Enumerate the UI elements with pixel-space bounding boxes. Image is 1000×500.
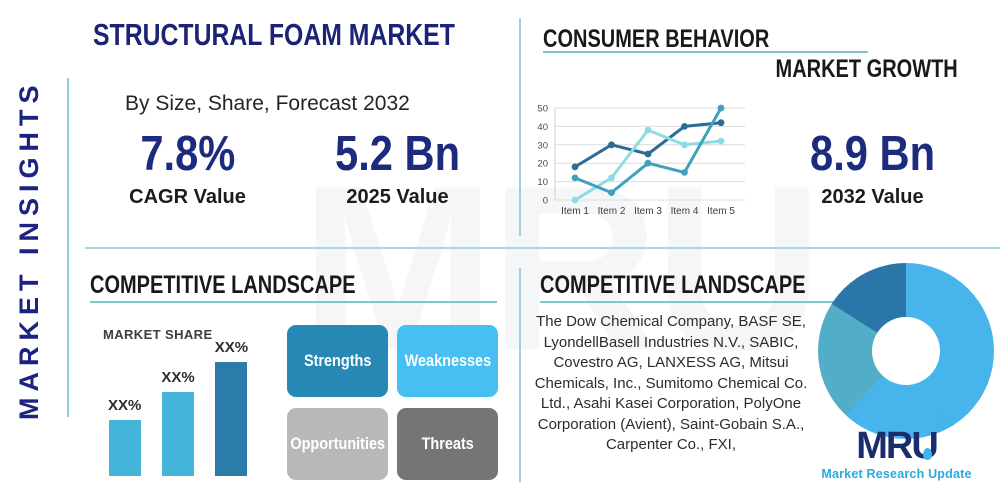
stat-2025: 5.2 Bn 2025 Value xyxy=(320,128,475,209)
svg-text:30: 30 xyxy=(537,140,548,151)
market-share-bar xyxy=(215,362,248,476)
svg-text:50: 50 xyxy=(537,104,548,115)
companies-list: The Dow Chemical Company, BASF SE, Lyond… xyxy=(534,313,808,454)
donut-hole xyxy=(872,317,940,385)
swot-label: Weaknesses xyxy=(404,351,491,370)
svg-text:Item 2: Item 2 xyxy=(598,206,626,217)
page-subtitle: By Size, Share, Forecast 2032 xyxy=(125,92,410,115)
series-dark-blue-point xyxy=(644,150,652,158)
series-teal xyxy=(573,106,723,195)
svg-text:Item 5: Item 5 xyxy=(707,206,735,217)
svg-text:Item 4: Item 4 xyxy=(671,206,699,217)
market-share-bar-column: XX% xyxy=(215,339,248,476)
consumer-behavior-heading: CONSUMER BEHAVIOR xyxy=(543,25,770,53)
page-title: STRUCTURAL FOAM MARKET xyxy=(93,17,455,52)
mru-logo-text: MRU xyxy=(856,414,947,465)
label-2032: 2032 Value xyxy=(821,186,924,208)
svg-text:Item 1: Item 1 xyxy=(561,206,589,217)
swot-box-opportunities: Opportunities xyxy=(287,408,388,480)
svg-text:40: 40 xyxy=(537,122,548,133)
right-top-vertical-rule xyxy=(519,18,521,236)
series-light-cyan-point xyxy=(608,174,615,182)
swot-box-weaknesses: Weaknesses xyxy=(397,325,498,397)
competitive-landscape-right-heading: COMPETITIVE LANDSCAPE xyxy=(540,271,806,299)
series-dark-blue-point xyxy=(717,119,725,127)
series-dark-blue-point xyxy=(608,141,615,149)
series-teal-point xyxy=(608,189,615,196)
left-vertical-rule xyxy=(67,78,69,417)
svg-text:0: 0 xyxy=(543,196,548,207)
series-dark-blue-point xyxy=(681,123,688,130)
bar-value-label: XX% xyxy=(108,397,142,414)
bar-value-label: XX% xyxy=(161,369,195,386)
right-bottom-vertical-rule xyxy=(519,268,521,482)
cagr-label: CAGR Value xyxy=(129,186,246,208)
sidebar-vertical-label: MARKET INSIGHTS xyxy=(14,79,44,420)
competitive-left-underline xyxy=(90,301,497,303)
market-share-bar-column: XX% xyxy=(161,369,195,476)
value-2025: 5.2 Bn xyxy=(334,127,461,181)
series-teal-point xyxy=(681,169,688,176)
logo-bubble-icon xyxy=(942,415,947,419)
competitive-right-underline xyxy=(540,301,935,303)
logo-bubble-icon xyxy=(934,422,941,428)
mru-logo-tagline: Market Research Update xyxy=(821,467,972,481)
consumer-behavior-underline xyxy=(543,51,868,53)
series-teal-point xyxy=(571,174,579,182)
swot-label: Opportunities xyxy=(290,434,385,453)
market-growth-heading: MARKET GROWTH xyxy=(775,55,958,83)
swot-label: Strengths xyxy=(303,351,372,370)
swot-box-strengths: Strengths xyxy=(287,325,388,397)
svg-text:Item 3: Item 3 xyxy=(634,206,662,217)
bar-value-label: XX% xyxy=(214,339,249,356)
series-light-cyan-point xyxy=(571,196,579,204)
market-share-bar xyxy=(108,420,141,476)
horizontal-divider xyxy=(85,247,1000,249)
swot-label: Threats xyxy=(421,434,474,453)
logo-droplet-icon xyxy=(922,448,932,460)
swot-grid: Strengths Weaknesses Opportunities Threats xyxy=(287,325,498,480)
market-share-bar-column: XX% xyxy=(108,397,141,476)
stat-cagr: 7.8% CAGR Value xyxy=(110,128,265,209)
mru-logo: MRU Market Research Update xyxy=(814,414,979,481)
value-2032: 8.9 Bn xyxy=(809,127,936,181)
market-share-bar-chart: XX% XX% XX% xyxy=(108,339,248,476)
swot-box-threats: Threats xyxy=(397,408,498,480)
label-2025: 2025 Value xyxy=(346,186,449,208)
series-dark-blue-point xyxy=(571,163,579,171)
consumer-line-chart: 0 10 20 30 40 50 Item 1 Item 2 Item 3 Item 4 Item … xyxy=(537,104,745,217)
market-share-chart-title: MARKET SHARE xyxy=(103,327,213,342)
series-light-cyan-point xyxy=(717,137,725,145)
logo-bubble-icon xyxy=(935,414,939,417)
market-share-bar xyxy=(162,392,195,476)
stat-2032: 8.9 Bn 2032 Value xyxy=(795,128,950,209)
series-teal-point xyxy=(644,159,652,167)
series-light-cyan-point xyxy=(644,126,652,134)
competitive-landscape-left-heading: COMPETITIVE LANDSCAPE xyxy=(90,271,356,299)
svg-text:20: 20 xyxy=(537,159,548,170)
series-teal-point xyxy=(717,104,725,112)
series-light-cyan-point xyxy=(681,141,688,149)
svg-text:10: 10 xyxy=(537,177,548,188)
cagr-value: 7.8% xyxy=(140,127,235,181)
